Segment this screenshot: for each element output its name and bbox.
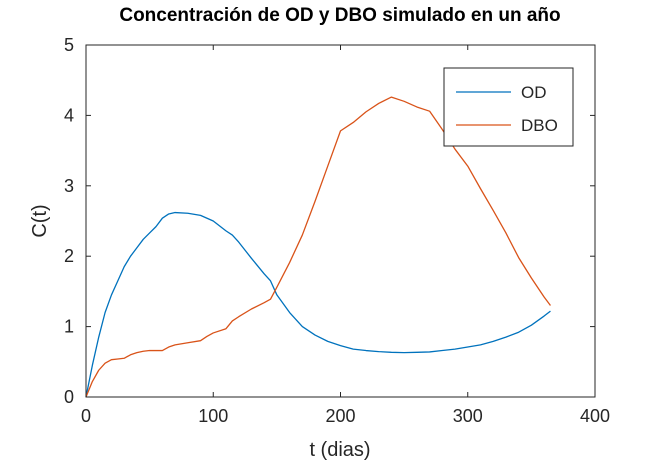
legend-entry-od: OD: [521, 83, 547, 102]
y-axis-label: C(t): [29, 204, 51, 237]
x-tick-label: 300: [453, 406, 483, 426]
x-tick-label: 100: [198, 406, 228, 426]
y-tick-label: 0: [64, 387, 74, 407]
x-tick-label: 0: [81, 406, 91, 426]
x-tick-label: 200: [325, 406, 355, 426]
y-tick-label: 1: [64, 317, 74, 337]
y-tick-label: 3: [64, 176, 74, 196]
legend-box: [443, 67, 574, 147]
legend-entry-dbo: DBO: [521, 116, 558, 135]
y-tick-label: 5: [64, 35, 74, 55]
chart-title: Concentración de OD y DBO simulado en un…: [119, 5, 560, 26]
series-layer: [85, 96, 551, 398]
series-line-od: [85, 211, 551, 398]
y-tick-label: 2: [64, 246, 74, 266]
ticks-layer: 0 100 200 300 400 0 1 2 3 4 5: [64, 35, 610, 426]
y-tick-label: 4: [64, 105, 74, 125]
x-tick-label: 400: [580, 406, 610, 426]
x-axis-label: t (dias): [309, 439, 370, 461]
legend: OD DBO: [443, 67, 574, 147]
series-line-dbo: [85, 96, 551, 398]
